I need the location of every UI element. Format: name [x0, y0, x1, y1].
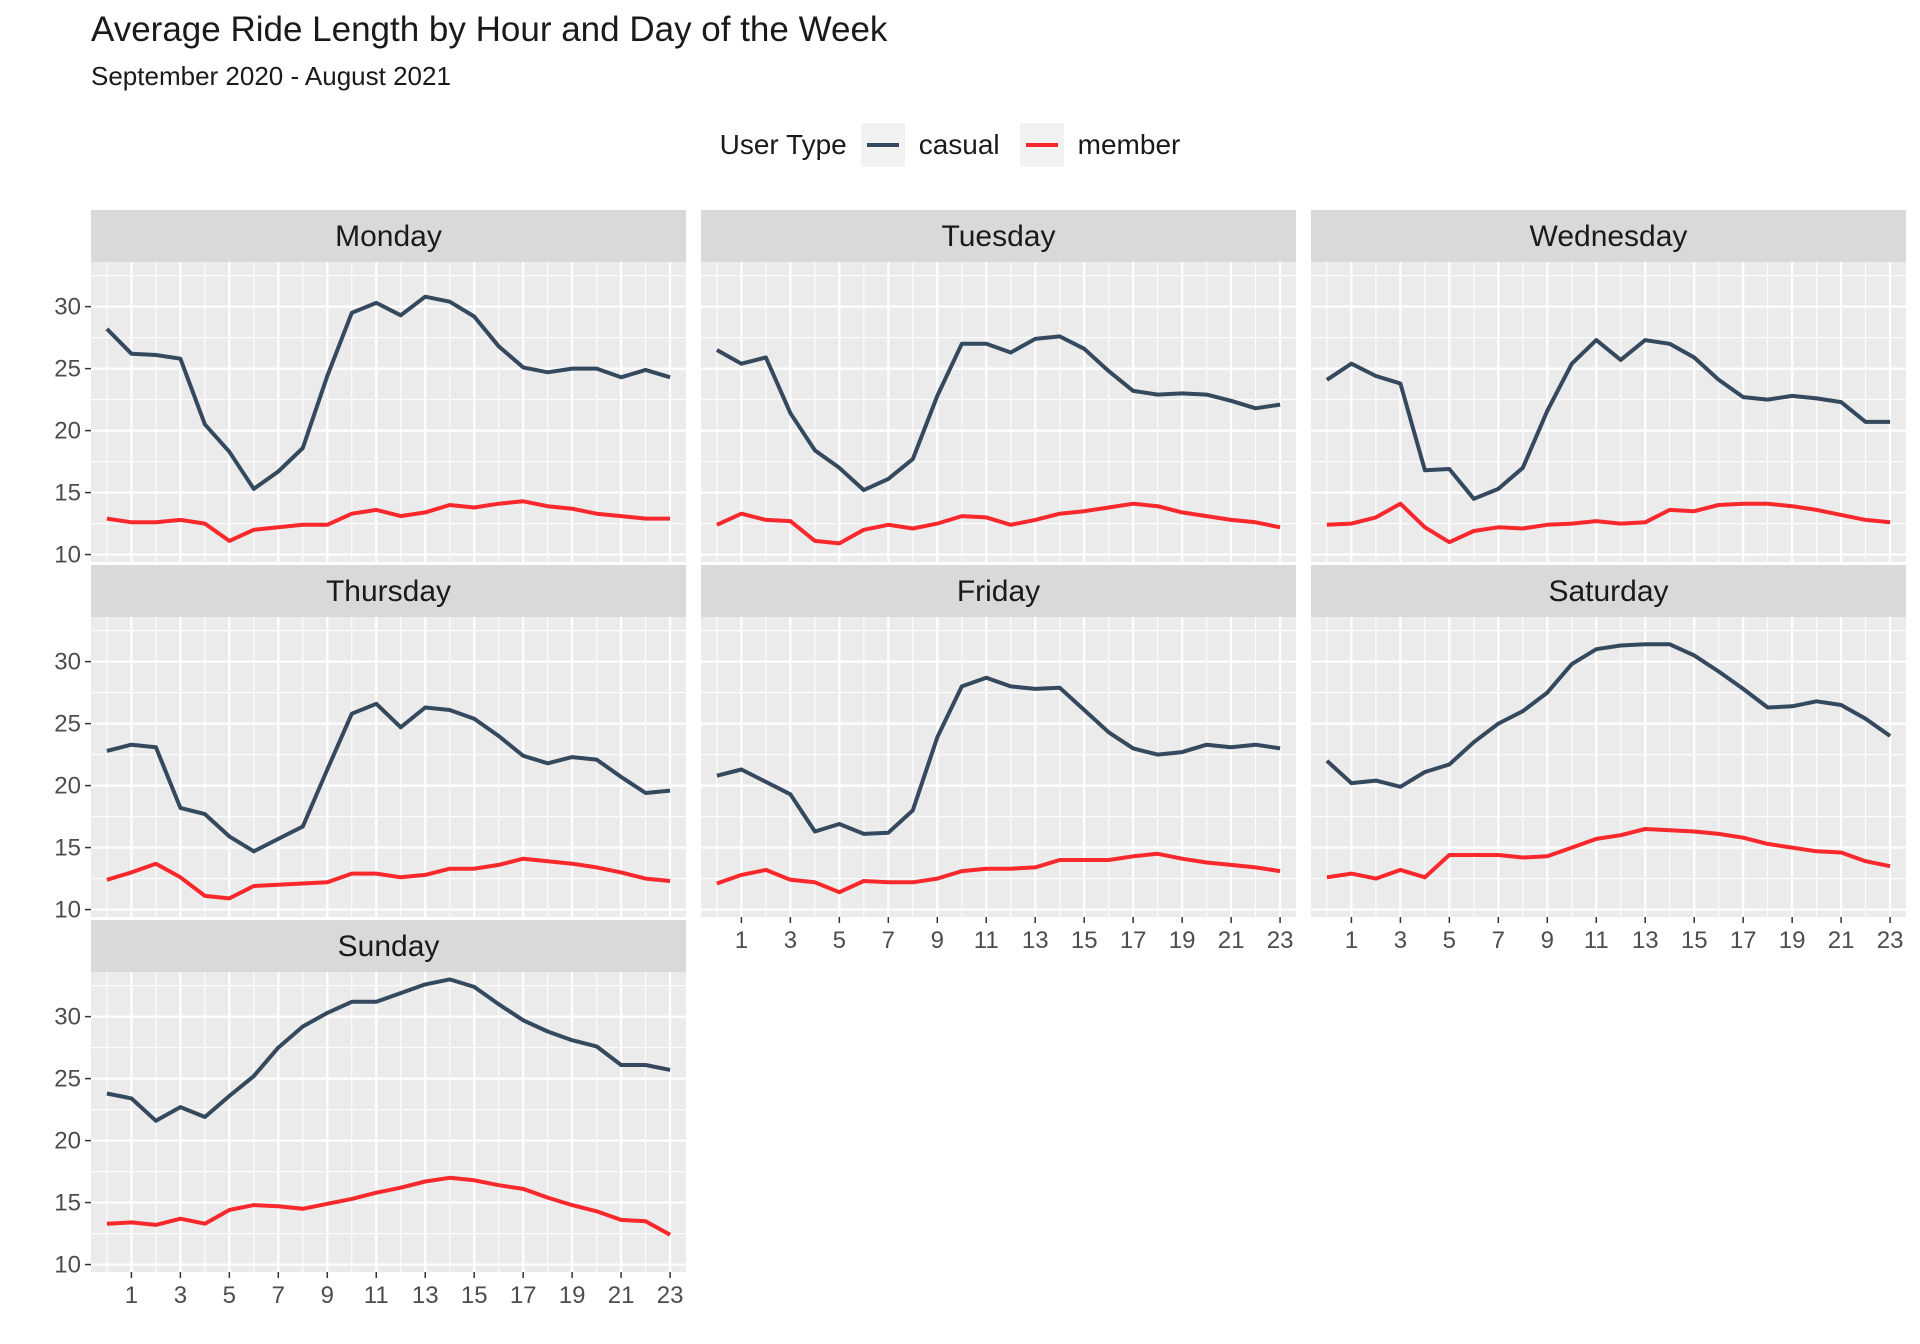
- plot-background: [1311, 617, 1906, 917]
- y-tick-label: 20: [54, 773, 81, 800]
- series-line-casual: [1325, 338, 1891, 501]
- series-line-casual: [1325, 642, 1892, 789]
- legend-label-member: member: [1077, 129, 1181, 160]
- y-tick-label: 15: [54, 1190, 81, 1217]
- x-tick-label: 23: [1267, 927, 1294, 954]
- series-line-casual: [715, 334, 1281, 493]
- y-tick-label: 10: [54, 1252, 81, 1279]
- x-tick-label: 15: [1681, 927, 1708, 954]
- strip: [701, 565, 1296, 617]
- x-tick-label: 3: [1394, 927, 1407, 954]
- strip-label: Tuesday: [942, 220, 1056, 253]
- x-tick-label: 23: [1877, 927, 1904, 954]
- x-tick-label: 21: [608, 1282, 635, 1309]
- series-line-member: [106, 1175, 672, 1237]
- x-tick-label: 5: [833, 927, 846, 954]
- panel-thursday: Thursday 10 15 20 25 30: [54, 565, 686, 924]
- strip: [91, 565, 686, 617]
- series-line-member: [716, 851, 1281, 895]
- panel-wednesday: Wednesday: [1311, 210, 1906, 562]
- series-line-member: [106, 499, 671, 543]
- series-line-casual: [105, 294, 671, 491]
- strip-label: Friday: [957, 575, 1040, 608]
- x-tick-label: 11: [364, 1282, 389, 1309]
- series-line-casual: [106, 977, 671, 1123]
- strip-label: Sunday: [338, 930, 440, 963]
- chart-subtitle: September 2020 - August 2021: [91, 61, 451, 91]
- x-tick-label: 1: [1345, 927, 1358, 954]
- x-tick-label: 21: [1828, 927, 1855, 954]
- x-tick-label: 9: [931, 927, 944, 954]
- legend-key-casual: [860, 123, 905, 167]
- strip: [91, 920, 686, 972]
- x-tick-label: 13: [1632, 927, 1659, 954]
- x-tick-label: 5: [223, 1282, 236, 1309]
- x-tick-label: 5: [1443, 927, 1456, 954]
- legend-line-casual: [866, 143, 899, 147]
- legend-label-casual: casual: [918, 129, 1000, 160]
- panel-monday: Monday 10 15 20 25 30: [54, 210, 686, 569]
- y-tick-label: 10: [54, 897, 81, 924]
- x-tick-label: 15: [461, 1282, 488, 1309]
- series-line-member: [1326, 827, 1891, 881]
- strip-label: Thursday: [326, 575, 451, 608]
- legend-key-member: [1019, 123, 1064, 167]
- x-tick-label: 7: [882, 927, 895, 954]
- series-line-member: [716, 501, 1281, 546]
- strip-label: Saturday: [1548, 575, 1668, 608]
- x-tick-label: 17: [1120, 927, 1147, 954]
- series-line-member: [106, 856, 671, 901]
- y-tick-label: 15: [54, 480, 81, 507]
- strip: [91, 210, 686, 262]
- strip-label: Wednesday: [1530, 220, 1688, 253]
- y-tick-label: 15: [54, 835, 81, 862]
- x-tick-label: 11: [974, 927, 999, 954]
- y-tick-label: 20: [54, 1128, 81, 1155]
- x-tick-label: 7: [272, 1282, 285, 1309]
- x-tick-label: 13: [1022, 927, 1049, 954]
- plot-background: [701, 262, 1296, 562]
- legend-title: User Type: [719, 129, 847, 160]
- y-tick-label: 25: [54, 711, 81, 738]
- legend-line-member: [1025, 143, 1058, 147]
- strip: [701, 210, 1296, 262]
- x-tick-label: 9: [1541, 927, 1554, 954]
- x-tick-label: 21: [1218, 927, 1245, 954]
- y-tick-label: 30: [54, 649, 81, 676]
- series-line-casual: [106, 701, 671, 854]
- x-tick-label: 19: [1169, 927, 1196, 954]
- x-tick-label: 13: [412, 1282, 439, 1309]
- y-tick-label: 20: [54, 418, 81, 445]
- x-tick-label: 19: [559, 1282, 586, 1309]
- panel-tuesday: Tuesday: [701, 210, 1296, 562]
- x-tick-label: 1: [125, 1282, 138, 1309]
- x-tick-label: 7: [1492, 927, 1505, 954]
- y-tick-label: 30: [54, 1004, 81, 1031]
- y-tick-label: 30: [54, 294, 81, 321]
- y-tick-label: 10: [54, 542, 81, 569]
- y-tick-label: 25: [54, 1066, 81, 1093]
- strip: [1311, 210, 1906, 262]
- series-line-member: [1326, 501, 1891, 545]
- y-tick-label: 25: [54, 356, 81, 383]
- x-tick-label: 17: [1730, 927, 1757, 954]
- strip: [1311, 565, 1906, 617]
- chart-title: Average Ride Length by Hour and Day of t…: [91, 10, 888, 49]
- x-tick-label: 3: [174, 1282, 187, 1309]
- x-tick-label: 11: [1584, 927, 1609, 954]
- x-tick-label: 17: [510, 1282, 537, 1309]
- strip-label: Monday: [335, 220, 442, 253]
- series-line-casual: [716, 675, 1281, 836]
- x-tick-label: 3: [784, 927, 797, 954]
- x-tick-label: 1: [735, 927, 748, 954]
- x-tick-label: 15: [1071, 927, 1098, 954]
- x-tick-label: 9: [321, 1282, 334, 1309]
- x-tick-label: 23: [657, 1282, 684, 1309]
- legend: User Type casual member: [0, 123, 1920, 167]
- x-tick-label: 19: [1779, 927, 1806, 954]
